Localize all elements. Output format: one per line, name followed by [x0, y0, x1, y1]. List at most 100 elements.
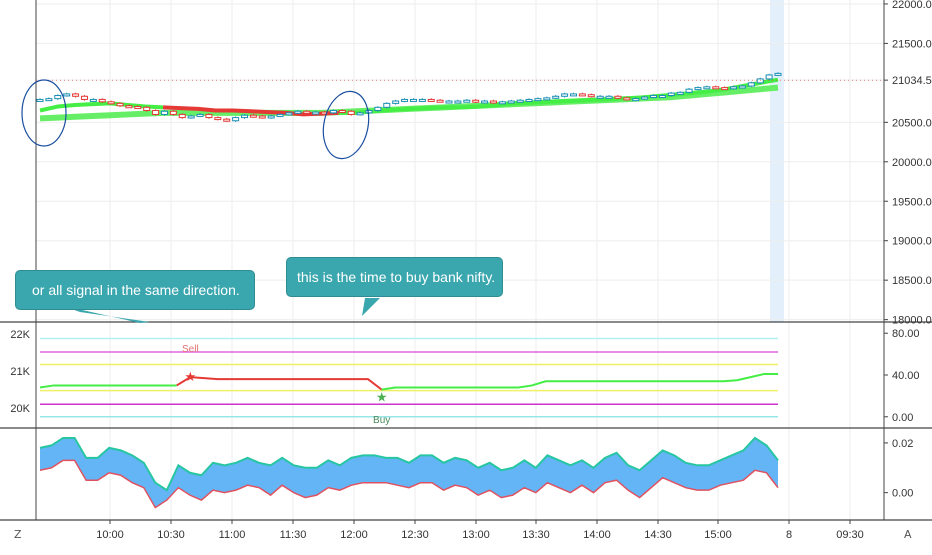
candle-body — [454, 100, 462, 104]
candle-body — [187, 115, 195, 119]
time-tick-label: 14:00 — [583, 529, 611, 541]
candle-body — [694, 87, 702, 91]
candle-body — [214, 117, 222, 121]
candle-body — [427, 98, 435, 102]
price-tick-label: 22000.00 — [892, 0, 932, 11]
candle-body — [294, 110, 302, 114]
candle-body — [392, 100, 400, 104]
annotation-callout-1[interactable]: or all signal in the same direction. — [16, 271, 254, 309]
auto-scale-right-button[interactable]: A — [904, 528, 912, 541]
trend-line-fast-up — [39, 101, 164, 113]
buy-signal-label: Buy — [373, 415, 390, 426]
candle-body — [45, 98, 53, 102]
candle-body — [383, 102, 391, 108]
candle-body — [525, 98, 533, 102]
indicator-pane: ★ Sell ★ Buy — [39, 337, 778, 426]
candle-body — [418, 98, 426, 102]
candle-body — [507, 100, 515, 104]
indicator-left-tick-label: 20K — [10, 403, 30, 415]
price-tick-label: 21034.50 — [892, 75, 932, 87]
candle-body — [614, 95, 622, 99]
candle-body — [489, 100, 497, 104]
candle-body — [267, 115, 275, 119]
candle-body — [169, 110, 177, 115]
annotation-callout-2[interactable]: this is the time to buy bank nifty. — [287, 258, 502, 296]
indicator-line-buy — [39, 384, 177, 389]
time-tick-label: 14:30 — [644, 529, 672, 541]
candle-body — [738, 85, 746, 89]
price-tick-label: 19500.00 — [892, 196, 932, 208]
candle-body — [703, 86, 711, 90]
candle-body — [605, 95, 613, 99]
candle-body — [36, 98, 44, 102]
axis-labels: 10:00 10:30 11:00 11:30 12:00 12:30 13:00 13:30… — [10, 0, 932, 541]
candle-body — [650, 94, 658, 98]
candle-body — [721, 87, 729, 91]
candle-body — [641, 96, 649, 100]
time-tick-label: 09:30 — [836, 529, 864, 541]
candle-body — [303, 110, 311, 114]
candle-body — [152, 109, 160, 115]
candle-body — [107, 101, 115, 105]
candle-body — [80, 95, 88, 100]
candle-body — [196, 113, 204, 117]
sell-signal-label: Sell — [182, 344, 199, 355]
callout-2-pointer — [362, 298, 380, 316]
price-tick-label: 18500.00 — [892, 275, 932, 287]
candle-body — [534, 98, 542, 102]
candle-body — [712, 86, 720, 90]
candle-body — [232, 117, 240, 122]
candle-body — [374, 106, 382, 111]
candle-body — [312, 111, 320, 115]
price-tick-label: 18000.00 — [892, 315, 932, 327]
time-tick-label: 13:00 — [462, 529, 490, 541]
time-tick-label: 10:00 — [96, 529, 124, 541]
time-tick-label: 15:00 — [704, 529, 732, 541]
band-upper-line — [39, 436, 779, 492]
candle-body — [765, 74, 773, 80]
candle-body — [685, 88, 693, 93]
price-tick-label: 19000.00 — [892, 236, 932, 248]
indicator-line-sell — [176, 376, 383, 391]
annotation-text-2: this is the time to buy bank nifty. — [297, 269, 496, 285]
candle-body — [178, 113, 186, 119]
price-pane — [36, 72, 884, 122]
candle-body — [543, 97, 551, 101]
candle-body — [552, 95, 560, 99]
candle-body — [143, 106, 151, 111]
candle-body — [747, 82, 755, 87]
band-fill — [40, 437, 778, 508]
candle-body — [276, 113, 284, 117]
price-tick-label: 20000.00 — [892, 157, 932, 169]
candle-body — [98, 98, 106, 103]
candle-body — [596, 95, 604, 99]
candle-body — [321, 111, 329, 115]
candle-body — [125, 105, 133, 109]
candle-body — [89, 98, 97, 102]
candle-body — [249, 114, 257, 118]
candle-body — [676, 91, 684, 95]
candle-body — [445, 100, 453, 104]
candle-body — [472, 99, 480, 103]
candle-body — [730, 86, 738, 90]
indicator-tick-label: 0.00 — [892, 412, 913, 424]
candle-body — [63, 93, 71, 97]
time-tick-label: 11:00 — [219, 529, 246, 541]
auto-scale-left-button[interactable]: Z — [14, 528, 22, 541]
indicator-tick-label: 80.00 — [892, 328, 920, 340]
candle-body — [667, 92, 675, 96]
band-pane — [39, 436, 779, 509]
sell-signal-star: ★ — [185, 369, 197, 384]
candle-body — [632, 98, 640, 102]
candle-body — [578, 93, 586, 97]
candle-body — [561, 93, 569, 97]
band-tick-label: 0.00 — [892, 488, 913, 500]
time-tick-label: 8 — [786, 529, 792, 541]
session-highlight — [770, 0, 784, 322]
candle-body — [160, 110, 168, 115]
buy-signal-star: ★ — [376, 390, 388, 405]
candle-body — [72, 93, 80, 97]
time-tick-label: 10:30 — [157, 529, 185, 541]
drawn-circle-middle — [322, 90, 370, 160]
